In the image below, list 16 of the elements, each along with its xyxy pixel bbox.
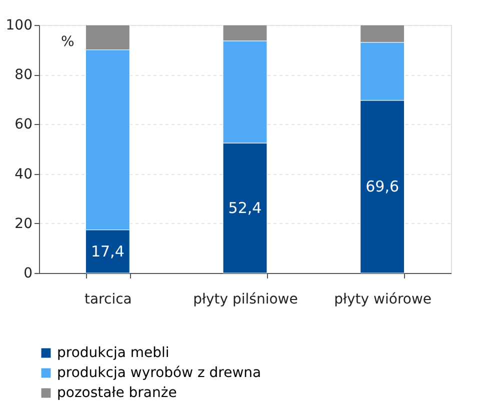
y-tick-label: 100: [6, 18, 32, 34]
legend-label: produkcja mebli: [57, 345, 170, 361]
x-tick-label: płyty wiórowe: [334, 292, 432, 308]
y-tick-label: 80: [14, 67, 32, 84]
data-label: 52,4: [228, 199, 262, 218]
data-label: 17,4: [90, 242, 124, 260]
y-tick-label: 40: [14, 166, 32, 182]
y-tick-label: 60: [14, 116, 32, 133]
x-tick-label: tarcica: [84, 292, 132, 308]
y-axis-title: %: [61, 34, 74, 50]
y-tick-label: 20: [14, 216, 32, 232]
legend-label: pozostałe branże: [57, 385, 177, 401]
y-tick-label: 0: [24, 266, 32, 282]
data-label: 69,6: [366, 178, 400, 196]
legend-label: produkcja wyrobów z drewna: [57, 365, 262, 381]
x-tick-label: płyty pilśniowe: [193, 292, 298, 308]
